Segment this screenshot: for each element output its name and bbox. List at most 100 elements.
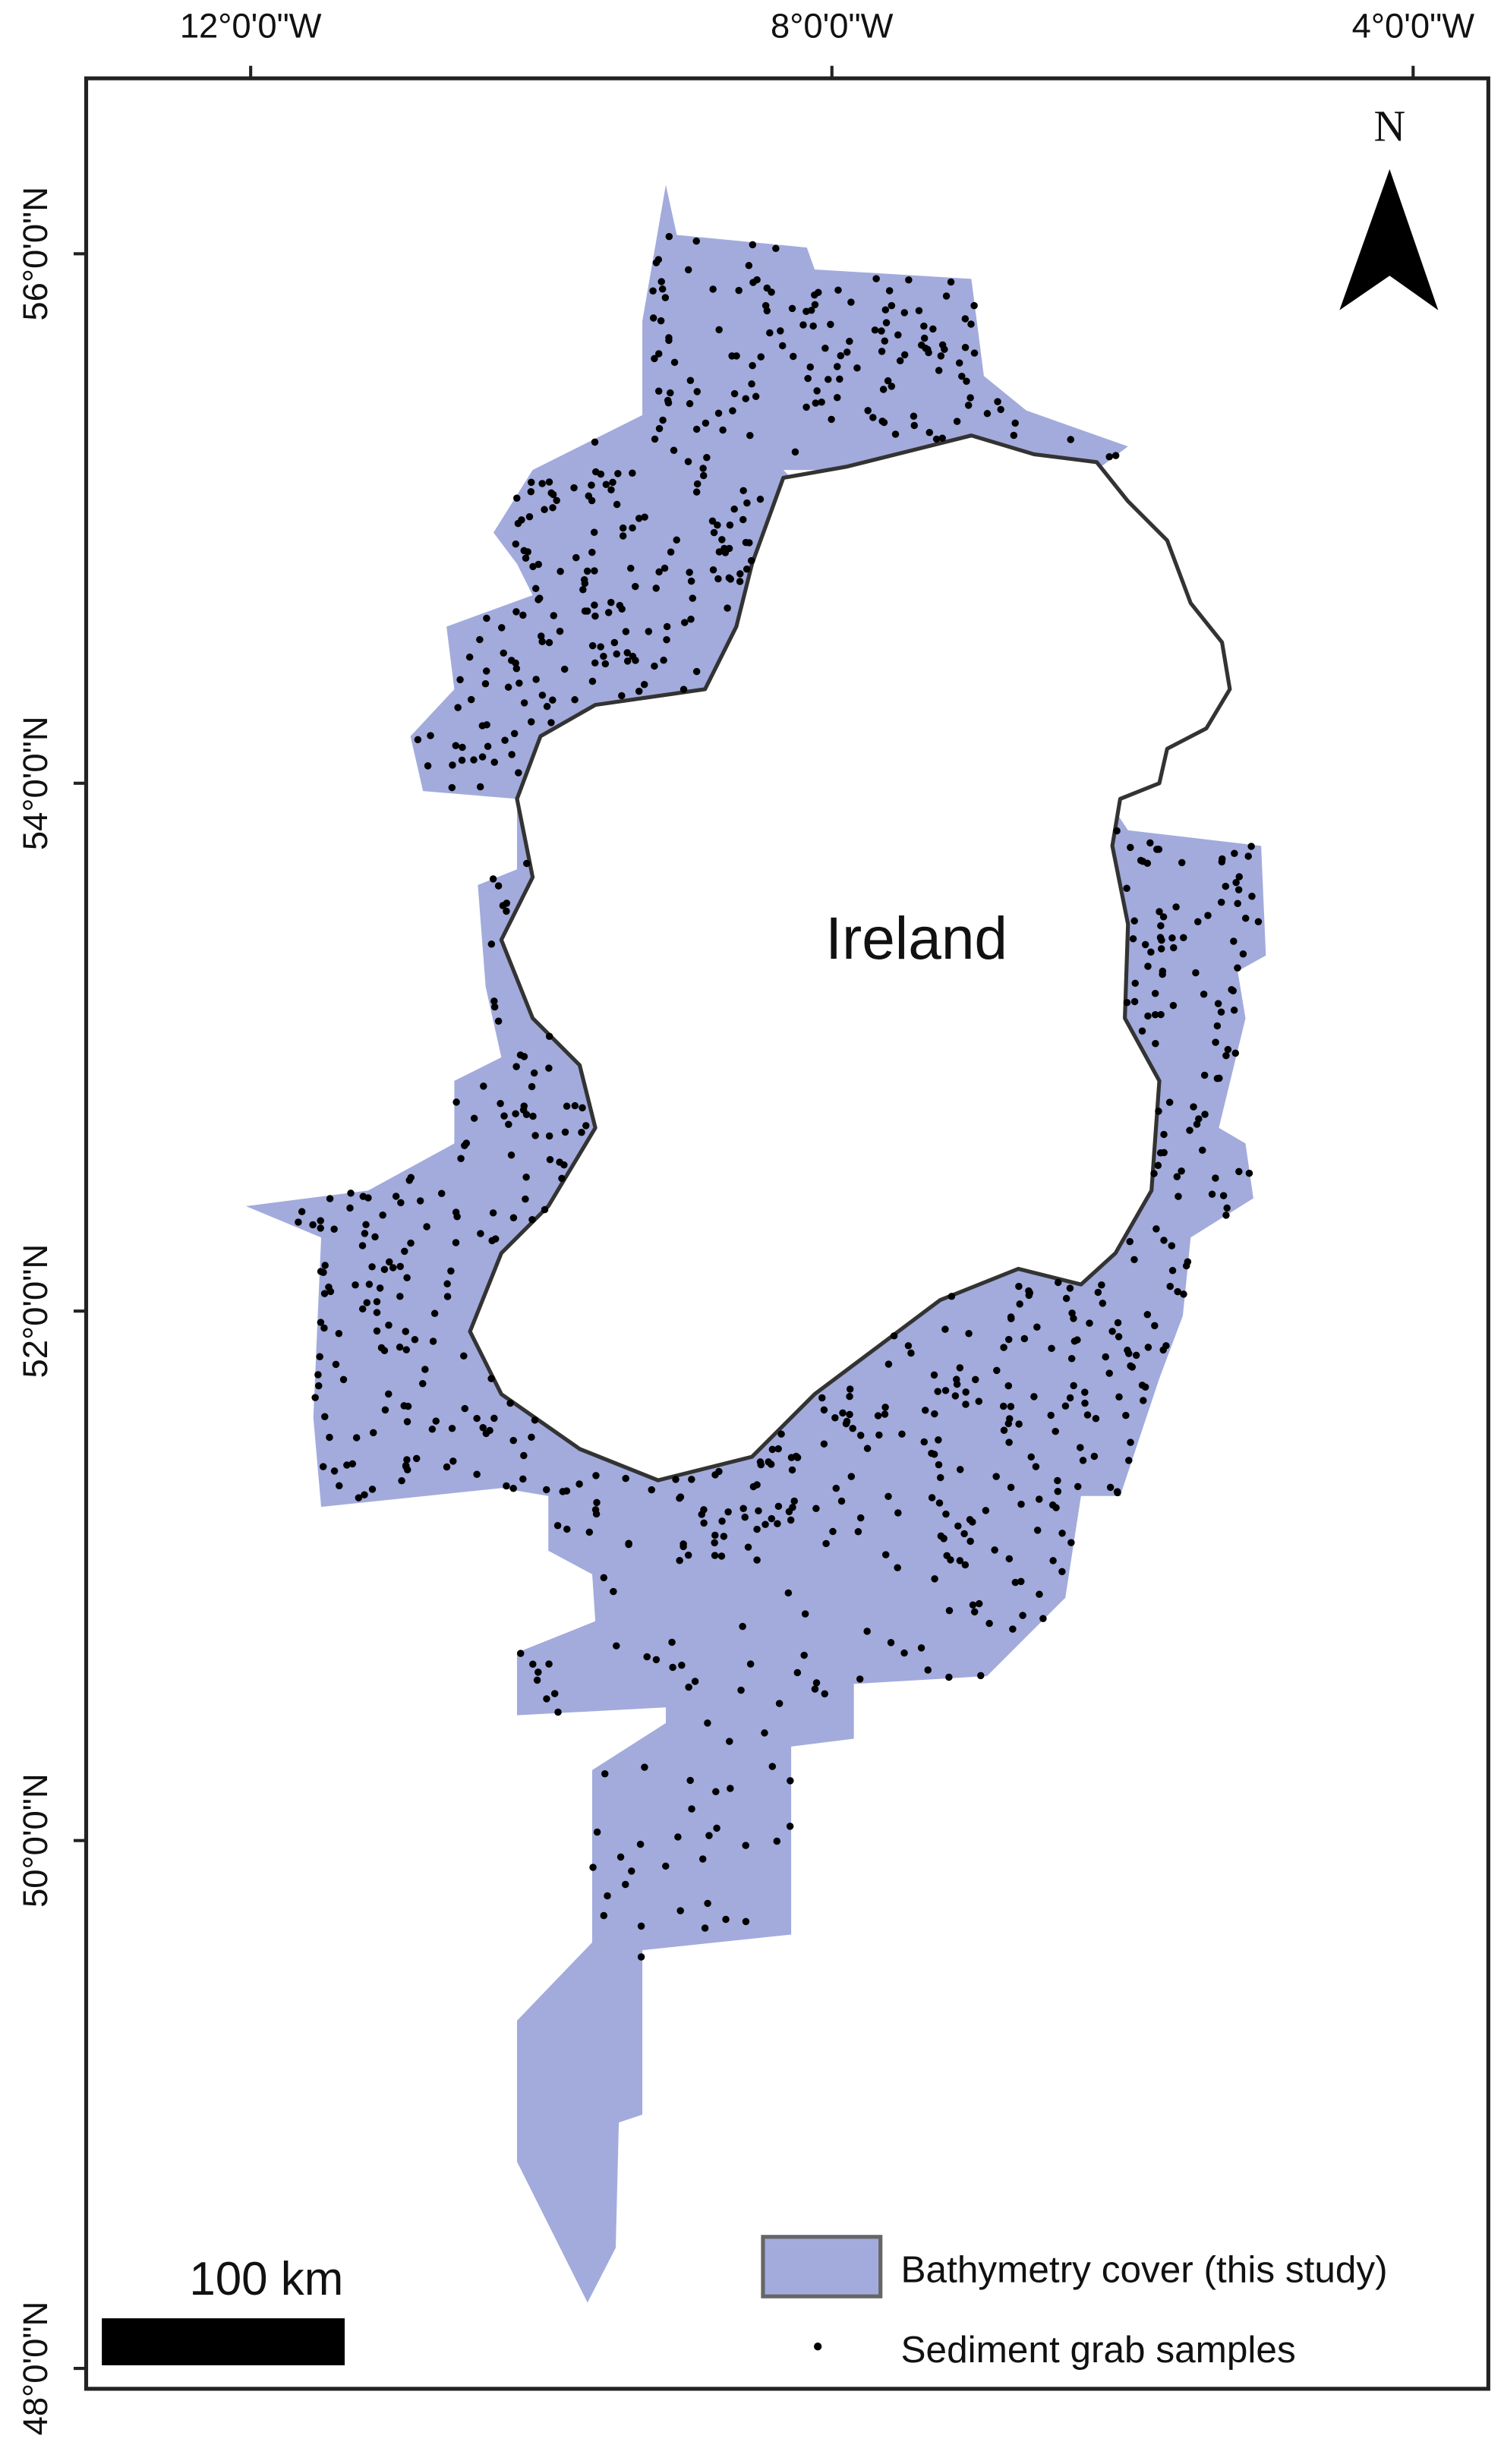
sample-dot [1186, 1126, 1193, 1134]
sample-dot [1130, 917, 1138, 925]
sample-dot [1235, 873, 1244, 881]
sample-dot [1070, 1315, 1077, 1322]
sample-dot [470, 1114, 478, 1122]
sample-dot [1011, 1578, 1020, 1586]
sample-dot [756, 495, 765, 503]
sample-dot [518, 516, 525, 524]
sample-dot [648, 1486, 655, 1494]
sample-dot [910, 412, 918, 421]
sample-dot [591, 612, 599, 620]
sample-dot [538, 692, 547, 699]
sample-dot [739, 487, 747, 495]
sample-dot [1222, 1212, 1230, 1219]
sample-dot [1025, 1291, 1033, 1300]
sample-dot [1154, 1161, 1162, 1170]
sample-dot [525, 513, 534, 521]
sample-dot [534, 596, 542, 603]
sample-dot [627, 564, 635, 572]
sample-dot [449, 1457, 457, 1465]
sample-dot [1228, 986, 1235, 994]
sample-dot [398, 1476, 405, 1485]
sample-dot [531, 584, 540, 593]
sample-dot [335, 1329, 343, 1338]
scale-label: 100 km [189, 2253, 343, 2305]
sample-dot [793, 1668, 802, 1677]
sample-dot [1155, 1108, 1162, 1115]
graticule-ticks [73, 65, 1415, 2371]
sample-dot [579, 1104, 586, 1112]
sample-dot [657, 317, 665, 325]
sample-dot [1192, 969, 1200, 977]
sample-dot [457, 1155, 465, 1162]
sample-dot [962, 1388, 970, 1396]
sample-dot [632, 657, 639, 664]
sample-dot [931, 1410, 938, 1418]
sample-dot [1180, 1290, 1187, 1298]
sample-dot [512, 664, 521, 673]
sample-dot [348, 1460, 357, 1468]
sample-dot [538, 638, 546, 645]
sample-dot [710, 528, 718, 537]
sample-dot [397, 1199, 405, 1207]
sample-dot [613, 500, 621, 509]
sample-dot [1160, 1237, 1168, 1244]
sample-dot [1081, 1399, 1089, 1407]
sample-dot [953, 1380, 961, 1388]
sample-dot [856, 1514, 865, 1522]
sample-dot [1105, 1369, 1113, 1377]
sample-dot [319, 1463, 327, 1470]
sample-dot [541, 506, 548, 514]
sample-dot [522, 1195, 529, 1203]
sample-dot [999, 1402, 1007, 1410]
sample-dot [757, 353, 765, 361]
sample-points [295, 232, 1263, 1961]
sample-dot [643, 1653, 651, 1661]
sample-dot [467, 695, 475, 704]
sample-dot [1108, 1328, 1116, 1335]
sample-dot [1125, 1457, 1133, 1464]
sample-dot [854, 1528, 862, 1536]
sample-dot [692, 237, 700, 245]
sample-dot [667, 389, 674, 397]
sample-dot [704, 1719, 711, 1727]
sample-dot [676, 1495, 683, 1502]
sample-dot [651, 435, 659, 443]
sample-dot [806, 363, 815, 371]
sample-dot [628, 1867, 635, 1875]
sample-dot [1214, 1000, 1222, 1007]
sample-dot [549, 490, 557, 499]
sample-dot [486, 1426, 493, 1435]
sample-dot [977, 1672, 985, 1680]
sample-dot [1230, 937, 1238, 945]
sample-dot [545, 1132, 553, 1140]
sample-dot [837, 1497, 846, 1505]
sample-dot [358, 1305, 367, 1313]
sample-dot [928, 1494, 936, 1501]
sample-dot [494, 1017, 503, 1025]
sample-dot [1015, 1420, 1023, 1428]
sample-dot [872, 275, 880, 282]
sample-dot [702, 419, 710, 427]
sample-dot [1113, 1488, 1121, 1495]
sample-dot [894, 1564, 901, 1571]
sample-dot [739, 1622, 746, 1631]
sample-dot [743, 565, 751, 573]
sample-dot [1058, 1530, 1066, 1537]
sample-dot [676, 1556, 683, 1564]
sample-dot [1011, 419, 1019, 427]
sample-dot [881, 306, 890, 314]
sample-dot [920, 1438, 929, 1446]
sample-dot [490, 1414, 498, 1423]
sample-dot [774, 1502, 783, 1511]
sample-dot [778, 342, 787, 350]
sample-dot [497, 624, 506, 632]
sample-dot [1099, 1300, 1107, 1307]
sample-dot [745, 262, 753, 269]
sample-dot [725, 574, 733, 582]
sample-dot [651, 662, 658, 670]
sample-dot [900, 351, 909, 359]
sample-dot [1017, 1577, 1025, 1586]
legend-label: Bathymetry cover (this study) [901, 2249, 1388, 2291]
sample-dot [437, 1189, 446, 1197]
sample-dot [316, 1353, 323, 1361]
